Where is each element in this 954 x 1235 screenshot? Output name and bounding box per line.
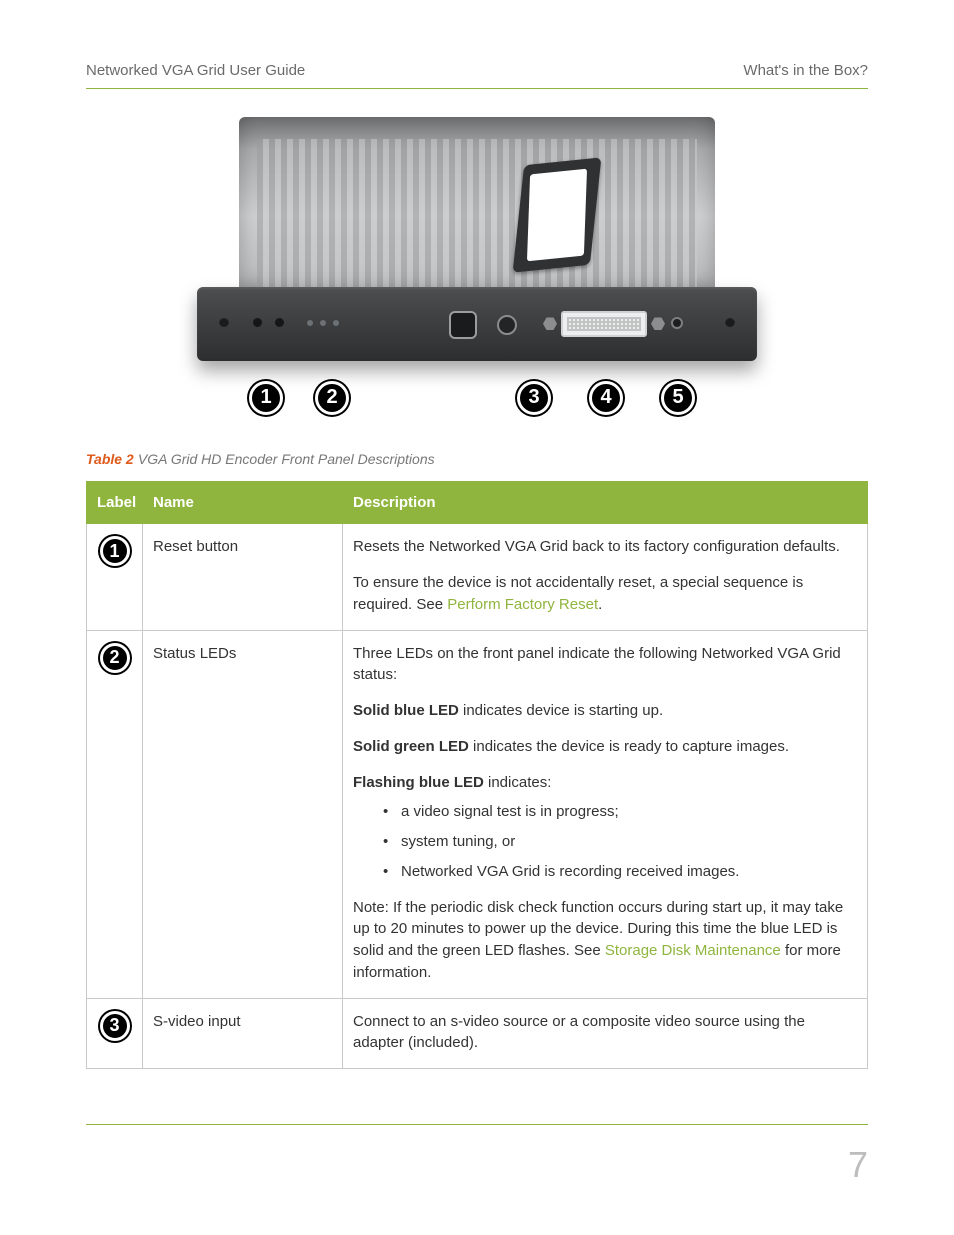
- callout-badge: 2: [315, 381, 349, 415]
- device-illustration: [197, 117, 757, 387]
- audio-jack-icon: [497, 315, 517, 335]
- callout-badge: 4: [589, 381, 623, 415]
- footer-rule: [86, 1124, 868, 1125]
- row-name: Status LEDs: [143, 630, 343, 998]
- col-header-description: Description: [343, 481, 868, 524]
- svideo-port-icon: [449, 311, 477, 339]
- aux-jack-icon: [671, 317, 683, 329]
- device-figure: 1 2 3 4 5: [86, 117, 868, 427]
- brand-plate: [513, 157, 602, 272]
- dvi-port-icon: [543, 311, 665, 337]
- table-row: 3 S-video input Connect to an s-video so…: [87, 998, 868, 1069]
- header-right: What's in the Box?: [743, 60, 868, 82]
- page-number: 7: [848, 1139, 868, 1191]
- row-name: Reset button: [143, 524, 343, 630]
- row-name: S-video input: [143, 998, 343, 1069]
- list-item: system tuning, or: [383, 831, 857, 853]
- page-header: Networked VGA Grid User Guide What's in …: [86, 60, 868, 89]
- header-left: Networked VGA Grid User Guide: [86, 60, 305, 82]
- descriptions-table: Label Name Description 1 Reset button Re…: [86, 481, 868, 1070]
- status-list: a video signal test is in progress; syst…: [383, 801, 857, 882]
- table-row: 2 Status LEDs Three LEDs on the front pa…: [87, 630, 868, 998]
- caption-text: VGA Grid HD Encoder Front Panel Descript…: [138, 451, 435, 467]
- callout-badge: 1: [249, 381, 283, 415]
- col-header-label: Label: [87, 481, 143, 524]
- callout-badge: 3: [517, 381, 551, 415]
- link-factory-reset[interactable]: Perform Factory Reset: [447, 596, 598, 613]
- table-caption: Table 2 VGA Grid HD Encoder Front Panel …: [86, 449, 868, 471]
- col-header-name: Name: [143, 481, 343, 524]
- figure-callouts: 1 2 3 4 5: [197, 381, 757, 427]
- row-description: Connect to an s-video source or a compos…: [343, 998, 868, 1069]
- list-item: Networked VGA Grid is recording received…: [383, 861, 857, 883]
- callout-badge: 5: [661, 381, 695, 415]
- list-item: a video signal test is in progress;: [383, 801, 857, 823]
- row-description: Resets the Networked VGA Grid back to it…: [343, 524, 868, 630]
- row-description: Three LEDs on the front panel indicate t…: [343, 630, 868, 998]
- row-badge: 2: [100, 643, 130, 673]
- caption-label: Table 2: [86, 451, 134, 467]
- link-storage-disk[interactable]: Storage Disk Maintenance: [605, 942, 781, 959]
- row-badge: 3: [100, 1011, 130, 1041]
- row-badge: 1: [100, 536, 130, 566]
- table-row: 1 Reset button Resets the Networked VGA …: [87, 524, 868, 630]
